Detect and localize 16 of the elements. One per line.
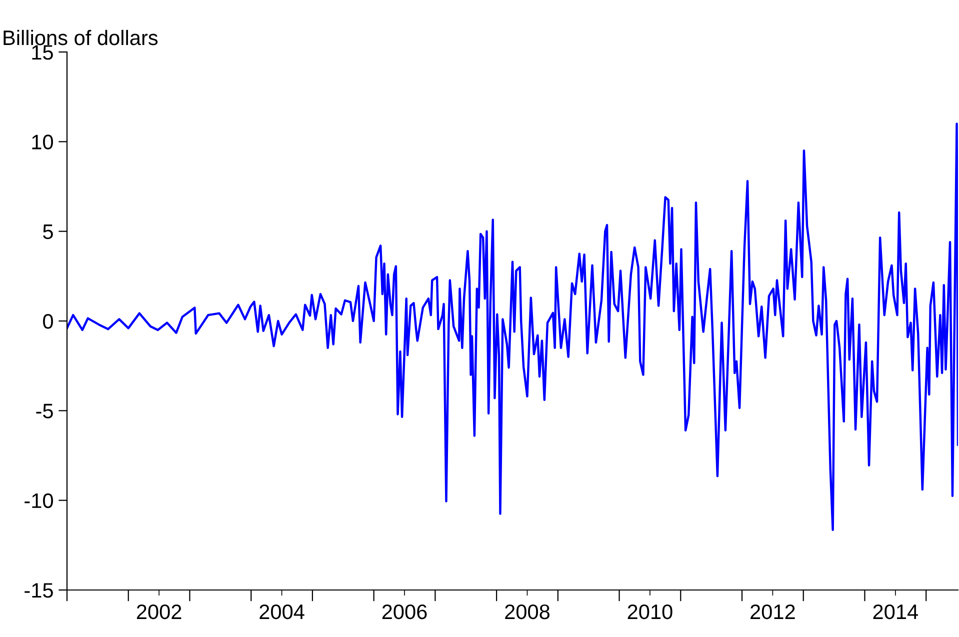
x-tick-label: 2014 — [873, 604, 918, 620]
x-tick-label: 2010 — [628, 604, 672, 620]
x-tick-label: 2008 — [505, 604, 550, 620]
y-tick-label: -15 — [24, 583, 53, 598]
y-tick-label: 15 — [32, 45, 53, 60]
x-tick-label: 2012 — [750, 604, 795, 620]
y-axis-title: Billions of dollars — [4, 30, 158, 46]
y-tick-label: -10 — [24, 493, 53, 508]
x-tick-label: 2002 — [136, 604, 182, 620]
y-tick-label: -5 — [36, 404, 53, 418]
y-tick-label: 10 — [32, 134, 53, 150]
y-tick-label: 5 — [43, 224, 53, 240]
y-tick-label: 0 — [43, 314, 53, 329]
x-tick-label: 2006 — [382, 604, 427, 620]
line-series — [67, 122, 958, 532]
x-tick-label: 2004 — [260, 604, 304, 620]
